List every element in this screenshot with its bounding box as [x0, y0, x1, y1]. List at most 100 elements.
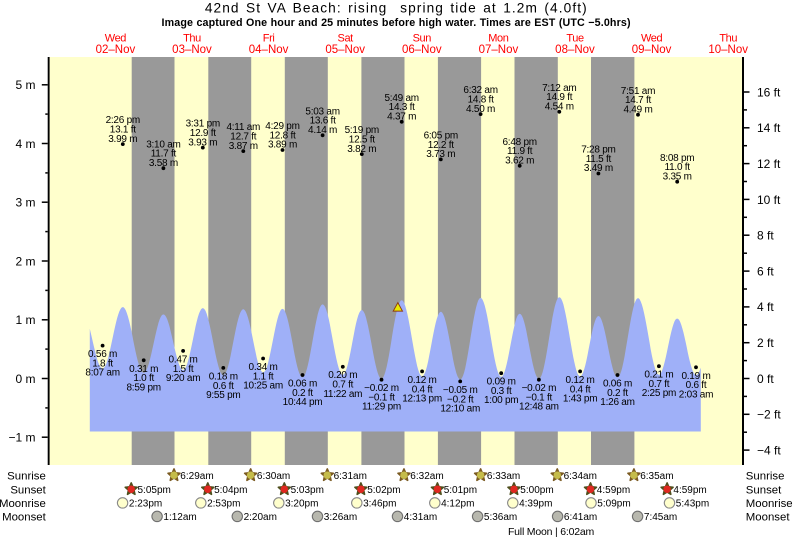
svg-text:−0.1 ft: −0.1 ft — [526, 393, 553, 404]
svg-text:0 ft: 0 ft — [757, 372, 774, 386]
svg-text:3.93 m: 3.93 m — [188, 137, 217, 148]
svg-text:5:04pm: 5:04pm — [214, 485, 247, 496]
svg-text:0.7 ft: 0.7 ft — [649, 379, 670, 390]
svg-text:42nd St VA Beach: rising spri: 42nd St VA Beach: rising spring tide at … — [205, 0, 588, 15]
svg-text:3.62 m: 3.62 m — [505, 156, 534, 167]
svg-text:Thu: Thu — [183, 32, 201, 44]
svg-text:5:00pm: 5:00pm — [520, 485, 553, 496]
svg-text:10:44 pm: 10:44 pm — [283, 397, 323, 408]
svg-text:3.87 m: 3.87 m — [229, 141, 258, 152]
svg-text:7:45am: 7:45am — [644, 512, 677, 523]
svg-text:6:34am: 6:34am — [564, 471, 597, 482]
svg-text:11.7 ft: 11.7 ft — [151, 149, 177, 160]
svg-text:0.3 ft: 0.3 ft — [491, 386, 512, 397]
svg-text:Sunrise: Sunrise — [7, 471, 46, 483]
svg-text:Full Moon | 6:02am: Full Moon | 6:02am — [508, 526, 595, 538]
svg-text:8:07 am: 8:07 am — [85, 368, 119, 379]
svg-text:12:10 am: 12:10 am — [440, 403, 480, 414]
svg-text:5 m: 5 m — [15, 78, 35, 92]
svg-text:4:29 pm: 4:29 pm — [265, 121, 299, 132]
svg-text:1.8 ft: 1.8 ft — [92, 359, 113, 370]
svg-text:5:09pm: 5:09pm — [597, 499, 630, 510]
svg-text:12.9 ft: 12.9 ft — [190, 128, 217, 139]
svg-text:6 ft: 6 ft — [757, 264, 774, 278]
svg-text:−0.2 ft: −0.2 ft — [447, 394, 474, 405]
svg-text:3:46pm: 3:46pm — [363, 499, 396, 510]
svg-text:3 m: 3 m — [15, 196, 35, 210]
svg-text:10–Nov: 10–Nov — [708, 44, 748, 56]
svg-text:0.47 m: 0.47 m — [169, 354, 198, 365]
svg-text:6:41am: 6:41am — [564, 512, 597, 523]
svg-text:3.99 m: 3.99 m — [108, 134, 137, 145]
svg-text:06–Nov: 06–Nov — [402, 44, 442, 56]
svg-text:14.7 ft: 14.7 ft — [625, 95, 652, 106]
svg-text:4:59pm: 4:59pm — [673, 485, 706, 496]
svg-text:2:53pm: 2:53pm — [207, 499, 240, 510]
svg-text:0.06 m: 0.06 m — [288, 379, 317, 390]
svg-text:03–Nov: 03–Nov — [172, 44, 212, 56]
svg-text:Thu: Thu — [719, 32, 737, 44]
svg-text:12:13 pm: 12:13 pm — [402, 393, 442, 404]
svg-text:0.6 ft: 0.6 ft — [213, 381, 234, 392]
svg-text:0.20 m: 0.20 m — [328, 370, 357, 381]
svg-text:11.5 ft: 11.5 ft — [586, 154, 612, 165]
svg-text:3:26am: 3:26am — [324, 512, 357, 523]
svg-text:Sat: Sat — [338, 32, 354, 44]
svg-text:−0.02 m: −0.02 m — [522, 383, 557, 394]
svg-text:5:49 am: 5:49 am — [385, 93, 419, 104]
svg-text:8:08 pm: 8:08 pm — [660, 153, 694, 164]
svg-text:14.3 ft: 14.3 ft — [389, 102, 416, 113]
svg-text:14.8 ft: 14.8 ft — [468, 95, 495, 106]
svg-text:0.31 m: 0.31 m — [129, 364, 158, 375]
svg-text:6:30am: 6:30am — [257, 471, 290, 482]
svg-text:−4 ft: −4 ft — [757, 444, 781, 458]
svg-text:11:29 pm: 11:29 pm — [362, 402, 401, 413]
svg-text:7:28 pm: 7:28 pm — [581, 145, 615, 156]
svg-text:08–Nov: 08–Nov — [555, 44, 595, 56]
svg-text:3.35 m: 3.35 m — [663, 171, 692, 182]
svg-text:11.0 ft: 11.0 ft — [665, 162, 691, 173]
svg-text:0.7 ft: 0.7 ft — [332, 380, 353, 391]
svg-text:2:26 pm: 2:26 pm — [106, 115, 140, 126]
svg-text:3.89 m: 3.89 m — [268, 140, 297, 151]
svg-text:5:03 am: 5:03 am — [305, 106, 339, 117]
svg-text:Wed: Wed — [105, 32, 127, 44]
svg-text:4.49 m: 4.49 m — [623, 104, 652, 115]
svg-text:2:23pm: 2:23pm — [129, 499, 162, 510]
svg-text:4.50 m: 4.50 m — [466, 104, 495, 115]
svg-text:12.8 ft: 12.8 ft — [269, 130, 296, 141]
svg-text:3:10 am: 3:10 am — [146, 139, 180, 150]
svg-text:−2 ft: −2 ft — [757, 408, 781, 422]
svg-text:Moonset: Moonset — [746, 512, 791, 524]
svg-text:0.4 ft: 0.4 ft — [570, 384, 591, 395]
svg-text:0.18 m: 0.18 m — [209, 371, 238, 382]
svg-text:4 m: 4 m — [15, 137, 35, 151]
svg-text:6:05 pm: 6:05 pm — [424, 131, 458, 142]
svg-text:4:31am: 4:31am — [404, 512, 437, 523]
svg-text:6:29am: 6:29am — [180, 471, 213, 482]
svg-text:4:39pm: 4:39pm — [519, 499, 552, 510]
svg-text:0.2 ft: 0.2 ft — [607, 388, 628, 399]
svg-text:−0.1 ft: −0.1 ft — [368, 393, 395, 404]
svg-text:14.9 ft: 14.9 ft — [546, 92, 573, 103]
svg-text:7:12 am: 7:12 am — [542, 83, 576, 94]
svg-text:0.2 ft: 0.2 ft — [292, 388, 313, 399]
svg-text:2:03 am: 2:03 am — [679, 389, 713, 400]
svg-text:6:31am: 6:31am — [334, 471, 367, 482]
svg-text:0.19 m: 0.19 m — [681, 371, 710, 382]
svg-text:0.12 m: 0.12 m — [566, 375, 595, 386]
svg-text:13.6 ft: 13.6 ft — [310, 116, 337, 127]
svg-text:0.6 ft: 0.6 ft — [686, 380, 707, 391]
svg-text:3.82 m: 3.82 m — [347, 144, 376, 155]
svg-text:4 ft: 4 ft — [757, 300, 774, 314]
svg-text:0.21 m: 0.21 m — [644, 370, 673, 381]
svg-text:6:32am: 6:32am — [410, 471, 443, 482]
svg-text:2 ft: 2 ft — [757, 336, 774, 350]
svg-text:Wed: Wed — [641, 32, 663, 44]
svg-text:3.58 m: 3.58 m — [149, 158, 178, 169]
svg-text:Sunset: Sunset — [10, 485, 46, 497]
svg-text:10 ft: 10 ft — [757, 193, 781, 207]
svg-text:7:51 am: 7:51 am — [621, 86, 655, 97]
svg-text:13.1 ft: 13.1 ft — [110, 125, 137, 136]
svg-text:6:48 pm: 6:48 pm — [503, 137, 537, 148]
